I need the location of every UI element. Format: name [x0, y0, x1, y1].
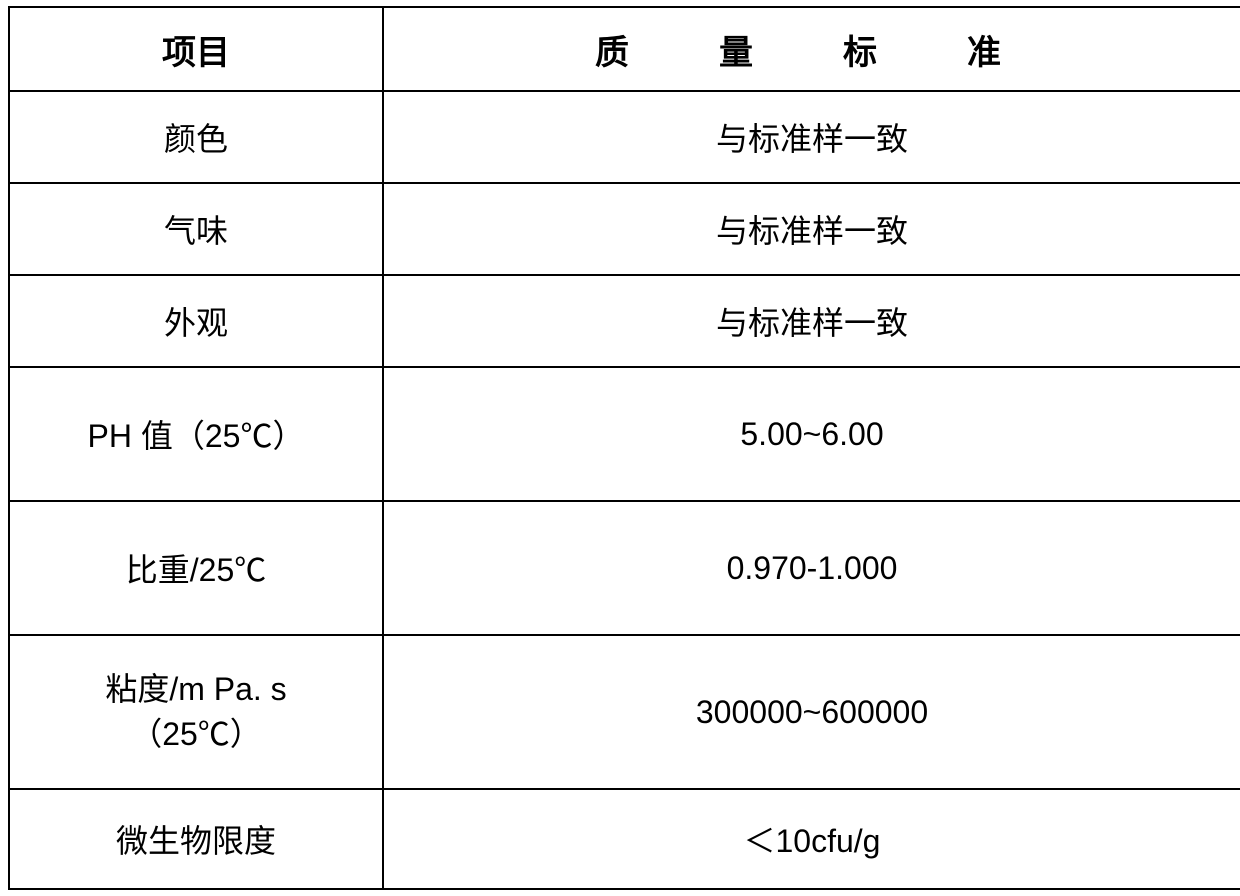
- cell-item-odor: 气味: [9, 183, 383, 275]
- cell-item-color: 颜色: [9, 91, 383, 183]
- cell-item-viscosity: 粘度/m Pa. s （25℃）: [9, 635, 383, 789]
- cell-standard-ph: 5.00~6.00: [383, 367, 1240, 501]
- table-row: PH 值（25℃） 5.00~6.00: [9, 367, 1240, 501]
- cell-item-viscosity-line1: 粘度/m Pa. s: [105, 671, 286, 707]
- cell-standard-viscosity: 300000~600000: [383, 635, 1240, 789]
- cell-standard-color: 与标准样一致: [383, 91, 1240, 183]
- cell-standard-gravity: 0.970-1.000: [383, 501, 1240, 635]
- cell-item-microbe: 微生物限度: [9, 789, 383, 889]
- cell-standard-odor: 与标准样一致: [383, 183, 1240, 275]
- table-row: 外观 与标准样一致: [9, 275, 1240, 367]
- cell-item-ph: PH 值（25℃）: [9, 367, 383, 501]
- table-row: 颜色 与标准样一致: [9, 91, 1240, 183]
- table-header-row: 项目 质 量 标 准: [9, 7, 1240, 91]
- cell-standard-appearance: 与标准样一致: [383, 275, 1240, 367]
- cell-item-appearance: 外观: [9, 275, 383, 367]
- table-container: 项目 质 量 标 准 颜色 与标准样一致 气味 与标准样一致 外观 与标准样一致…: [0, 0, 1240, 896]
- table-row: 气味 与标准样一致: [9, 183, 1240, 275]
- cell-item-viscosity-line2: （25℃）: [130, 716, 262, 752]
- cell-item-gravity: 比重/25℃: [9, 501, 383, 635]
- table-row: 粘度/m Pa. s （25℃） 300000~600000: [9, 635, 1240, 789]
- cell-standard-microbe: ＜10cfu/g: [383, 789, 1240, 889]
- header-item: 项目: [9, 7, 383, 91]
- quality-standard-table: 项目 质 量 标 准 颜色 与标准样一致 气味 与标准样一致 外观 与标准样一致…: [8, 6, 1240, 890]
- table-row: 比重/25℃ 0.970-1.000: [9, 501, 1240, 635]
- header-standard: 质 量 标 准: [383, 7, 1240, 91]
- table-row: 微生物限度 ＜10cfu/g: [9, 789, 1240, 889]
